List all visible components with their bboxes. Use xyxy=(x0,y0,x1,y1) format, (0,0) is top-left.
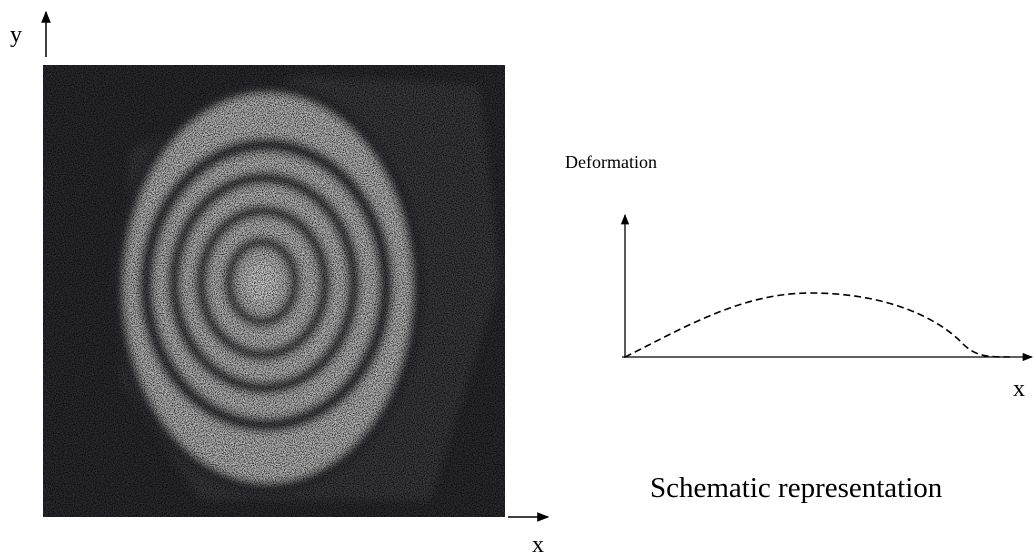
x-label: x xyxy=(532,532,544,558)
interferogram xyxy=(43,65,505,517)
deformation-curve xyxy=(625,293,1010,357)
caption: Schematic representation xyxy=(650,472,943,504)
deformation-label: Deformation xyxy=(565,152,657,172)
figure: y x Deformation x Schematic representati… xyxy=(0,0,1034,558)
schematic-x-label: x xyxy=(1013,376,1025,402)
y-label: y xyxy=(10,22,22,48)
